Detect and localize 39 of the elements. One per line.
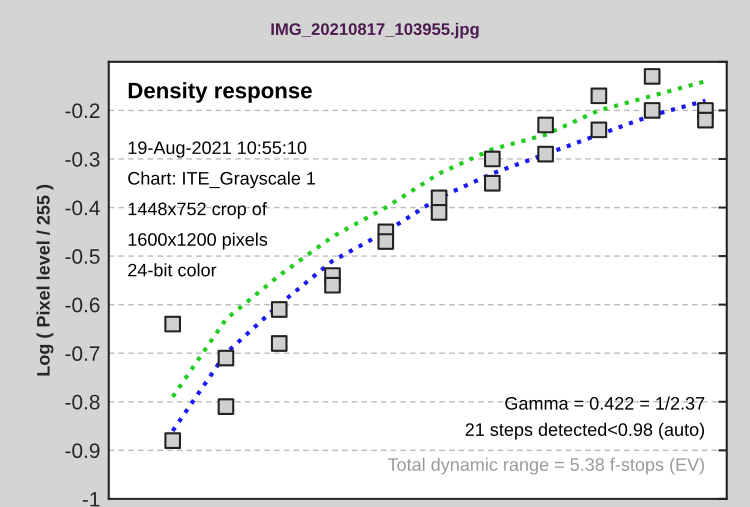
point xyxy=(430,189,448,206)
y-tick-label: -0.9 xyxy=(65,443,100,458)
annotation: Chart: ITE_Grayscale 1 xyxy=(128,171,316,188)
point xyxy=(644,102,660,119)
y-tick-label: -1 xyxy=(82,492,100,506)
point xyxy=(218,350,234,366)
point xyxy=(270,301,288,318)
annotation: 21 steps detected<0.98 (auto) xyxy=(466,422,704,440)
point xyxy=(484,150,501,168)
point xyxy=(164,432,182,449)
annotation: Density response xyxy=(128,82,312,103)
point xyxy=(218,398,234,415)
y-tick-label: -0.5 xyxy=(65,249,100,264)
point xyxy=(537,116,554,134)
annotation: Total dynamic range = 5.38 f-stops (EV) xyxy=(388,458,704,475)
point xyxy=(377,233,394,250)
y-tick-label: -0.6 xyxy=(65,298,100,312)
point xyxy=(484,174,501,192)
annotation: 24-bit color xyxy=(128,263,216,276)
point xyxy=(537,146,554,162)
chart-title: IMG_20210817_103955.jpg xyxy=(271,22,479,38)
annotation: 19-Aug-2021 10:55:10 xyxy=(128,141,306,158)
y-tick-label: -0.2 xyxy=(65,103,100,118)
y-tick-label: -0.3 xyxy=(65,152,100,167)
annotation: 1600x1200 pixels xyxy=(128,232,268,250)
point xyxy=(697,112,714,128)
point xyxy=(644,68,660,85)
point xyxy=(590,88,608,104)
point xyxy=(590,122,608,138)
y-axis-title: Log ( Pixel level / 255 ) xyxy=(36,184,54,376)
point xyxy=(324,276,341,294)
point xyxy=(430,204,448,221)
annotation: Gamma = 0.422 = 1/2.37 xyxy=(505,396,704,410)
y-tick-label: -0.7 xyxy=(65,346,100,361)
point xyxy=(164,316,182,332)
y-tick-label: -0.4 xyxy=(65,200,100,216)
annotation: 1448x752 crop of xyxy=(128,202,267,219)
point xyxy=(270,335,288,352)
y-tick-label: -0.8 xyxy=(65,394,100,410)
